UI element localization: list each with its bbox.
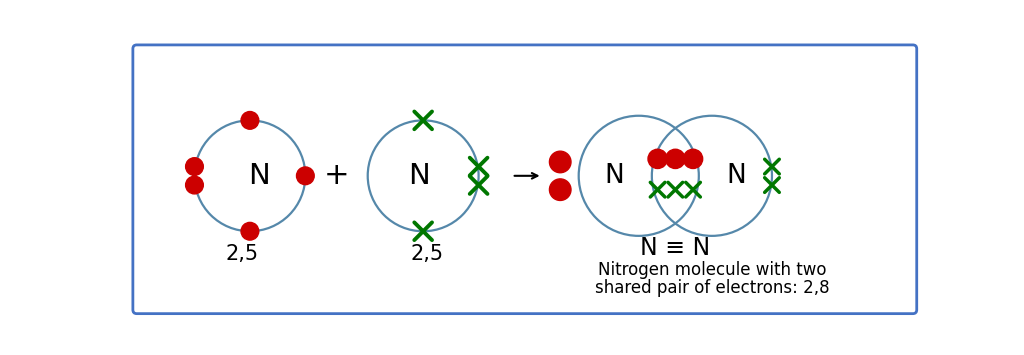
Circle shape	[241, 222, 259, 240]
Text: Nitrogen molecule with two: Nitrogen molecule with two	[598, 261, 826, 279]
Circle shape	[550, 151, 571, 173]
Circle shape	[185, 158, 204, 175]
Text: shared pair of electrons: 2,8: shared pair of electrons: 2,8	[595, 279, 829, 297]
Text: N ≡ N: N ≡ N	[640, 236, 711, 260]
Text: N: N	[248, 162, 270, 190]
Text: N: N	[409, 162, 430, 190]
Text: 2,5: 2,5	[225, 244, 259, 264]
Circle shape	[241, 111, 259, 129]
FancyBboxPatch shape	[133, 45, 916, 313]
Text: 2,5: 2,5	[411, 244, 443, 264]
Circle shape	[185, 176, 204, 194]
Circle shape	[666, 149, 685, 169]
Circle shape	[648, 149, 668, 169]
Circle shape	[550, 179, 571, 201]
Text: +: +	[324, 161, 349, 190]
Text: N: N	[604, 163, 624, 189]
Circle shape	[683, 149, 702, 169]
Text: N: N	[727, 163, 746, 189]
Circle shape	[297, 167, 314, 185]
